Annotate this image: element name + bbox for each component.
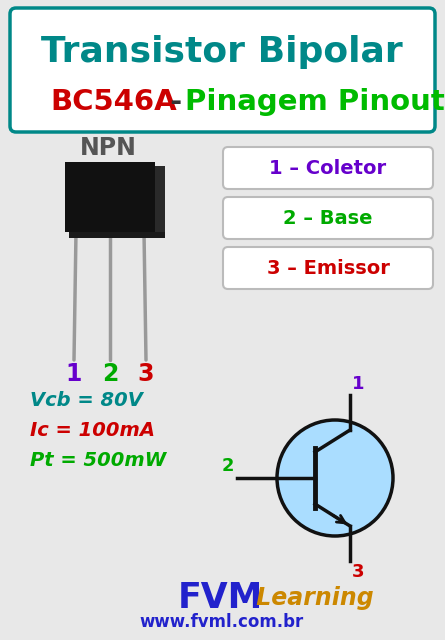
Bar [65, 162, 155, 232]
Text: 3: 3 [138, 362, 154, 386]
Text: Vcb = 80V: Vcb = 80V [30, 390, 143, 410]
Text: 2 – Base: 2 – Base [283, 209, 373, 227]
Bar [155, 166, 165, 232]
FancyBboxPatch shape [223, 247, 433, 289]
Text: 3 – Emissor: 3 – Emissor [267, 259, 389, 278]
Text: www.fvml.com.br: www.fvml.com.br [140, 613, 304, 631]
Text: NPN: NPN [80, 136, 137, 160]
FancyBboxPatch shape [10, 8, 435, 132]
FancyBboxPatch shape [223, 197, 433, 239]
Text: Learning: Learning [248, 586, 374, 610]
Text: 3: 3 [352, 563, 364, 581]
Text: Pinagem Pinout: Pinagem Pinout [185, 88, 445, 116]
FancyBboxPatch shape [223, 147, 433, 189]
Text: 1: 1 [66, 362, 82, 386]
Text: FVM: FVM [178, 581, 263, 615]
Circle shape [277, 420, 393, 536]
Text: 1: 1 [352, 375, 364, 393]
Text: 1 – Coletor: 1 – Coletor [269, 159, 387, 177]
Text: Ic = 100mA: Ic = 100mA [30, 420, 155, 440]
Bar [69, 232, 165, 238]
Text: Pt = 500mW: Pt = 500mW [30, 451, 166, 470]
Text: BC546A: BC546A [50, 88, 177, 116]
Text: -: - [160, 88, 192, 116]
Text: 2: 2 [222, 457, 234, 475]
Text: Transistor Bipolar: Transistor Bipolar [41, 35, 403, 69]
Text: 2: 2 [102, 362, 118, 386]
